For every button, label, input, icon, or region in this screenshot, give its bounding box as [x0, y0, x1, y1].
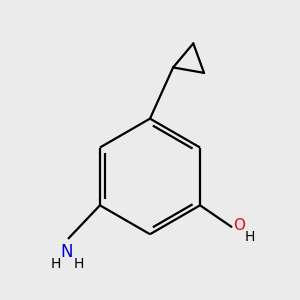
Text: H: H [244, 230, 255, 244]
Text: H: H [50, 256, 61, 271]
Text: H: H [73, 256, 84, 271]
Text: N: N [61, 243, 73, 261]
Text: O: O [233, 218, 245, 232]
